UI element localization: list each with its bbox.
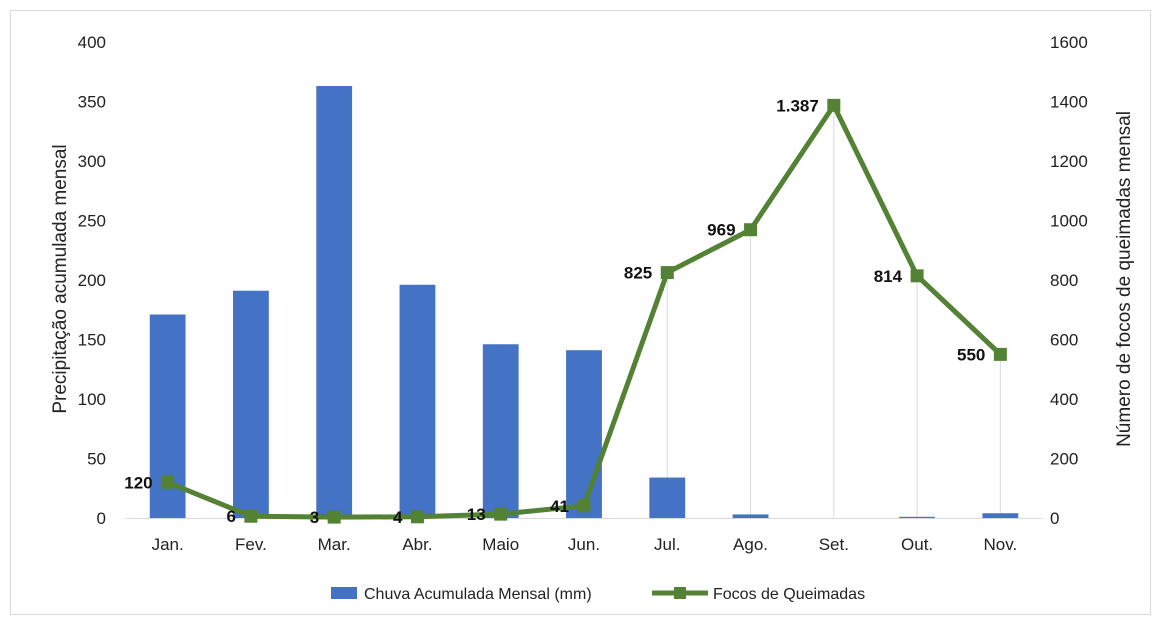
y-left-tick-label: 0 <box>97 509 106 528</box>
data-label-focos: 120 <box>124 473 152 492</box>
data-label-focos: 550 <box>957 345 985 364</box>
y-left-tick-label: 150 <box>78 331 106 350</box>
line-point-focos <box>327 510 341 524</box>
line-point-focos <box>660 266 674 280</box>
x-tick-label: Mar. <box>318 535 351 554</box>
y-right-tick-label: 1400 <box>1050 93 1088 112</box>
bar-chuva <box>316 86 353 518</box>
x-tick-label: Maio <box>482 535 519 554</box>
legend-bar-label: Chuva Acumulada Mensal (mm) <box>364 586 592 603</box>
y-left-tick-label: 100 <box>78 390 106 409</box>
data-label-focos: 13 <box>467 505 486 524</box>
data-label-focos: 6 <box>226 507 235 526</box>
x-tick-label: Abr. <box>402 535 432 554</box>
right-axis-title: Número de focos de queimadas mensal <box>1114 111 1135 447</box>
y-right-tick-label: 200 <box>1050 450 1078 469</box>
bar-chuva <box>982 513 1019 518</box>
line-point-focos <box>244 509 258 523</box>
bar-chuva <box>566 350 602 518</box>
line-point-focos <box>410 510 424 524</box>
legend: Chuva Acumulada Mensal (mm) Focos de Que… <box>331 586 865 603</box>
data-label-focos: 969 <box>707 221 735 240</box>
y-left-tick-label: 300 <box>78 152 106 171</box>
y-left-tick-label: 250 <box>78 212 106 231</box>
x-tick-label: Jan. <box>152 535 184 554</box>
line-point-focos <box>827 98 841 112</box>
y-right-tick-label: 0 <box>1050 509 1059 528</box>
x-tick-label: Out. <box>901 535 933 554</box>
bar-chuva <box>399 284 436 518</box>
y-right-tick-label: 600 <box>1050 331 1078 350</box>
line-point-focos <box>910 269 924 283</box>
chart-border <box>10 10 1151 615</box>
y-left-tick-label: 400 <box>78 33 106 52</box>
y-left-tick-label: 50 <box>87 450 106 469</box>
left-axis-title: Precipitação acumulada mensal <box>50 144 71 413</box>
y-right-tick-label: 1200 <box>1050 152 1088 171</box>
x-tick-label: Nov. <box>984 535 1018 554</box>
bar-chuva <box>233 290 269 518</box>
x-tick-label: Fev. <box>235 535 267 554</box>
x-tick-label: Set. <box>819 535 849 554</box>
line-point-focos <box>494 507 508 521</box>
data-label-focos: 41 <box>550 497 569 516</box>
y-left-tick-label: 200 <box>78 271 106 290</box>
line-point-focos <box>993 347 1007 361</box>
bar-chuva <box>482 344 519 518</box>
bar-chuva <box>732 514 769 518</box>
line-point-focos <box>744 223 758 237</box>
data-label-focos: 814 <box>874 267 903 286</box>
data-label-focos: 4 <box>393 508 403 527</box>
line-point-focos <box>161 475 175 489</box>
bar-chuva <box>649 477 686 518</box>
data-label-focos: 1.387 <box>776 96 819 115</box>
y-right-tick-label: 1000 <box>1050 212 1088 231</box>
data-label-focos: 825 <box>624 264 652 283</box>
bar-chuva <box>899 516 935 518</box>
x-tick-label: Jun. <box>568 535 600 554</box>
legend-bar-swatch <box>331 587 357 599</box>
legend-line-label: Focos de Queimadas <box>713 586 865 603</box>
x-tick-label: Ago. <box>733 535 768 554</box>
data-label-focos: 3 <box>310 508 319 527</box>
y-right-tick-label: 800 <box>1050 271 1078 290</box>
legend-line-marker <box>674 587 686 599</box>
y-right-tick-label: 1600 <box>1050 33 1088 52</box>
y-right-tick-label: 400 <box>1050 390 1078 409</box>
y-left-tick-label: 350 <box>78 93 106 112</box>
line-point-focos <box>577 499 591 513</box>
x-tick-label: Jul. <box>654 535 680 554</box>
